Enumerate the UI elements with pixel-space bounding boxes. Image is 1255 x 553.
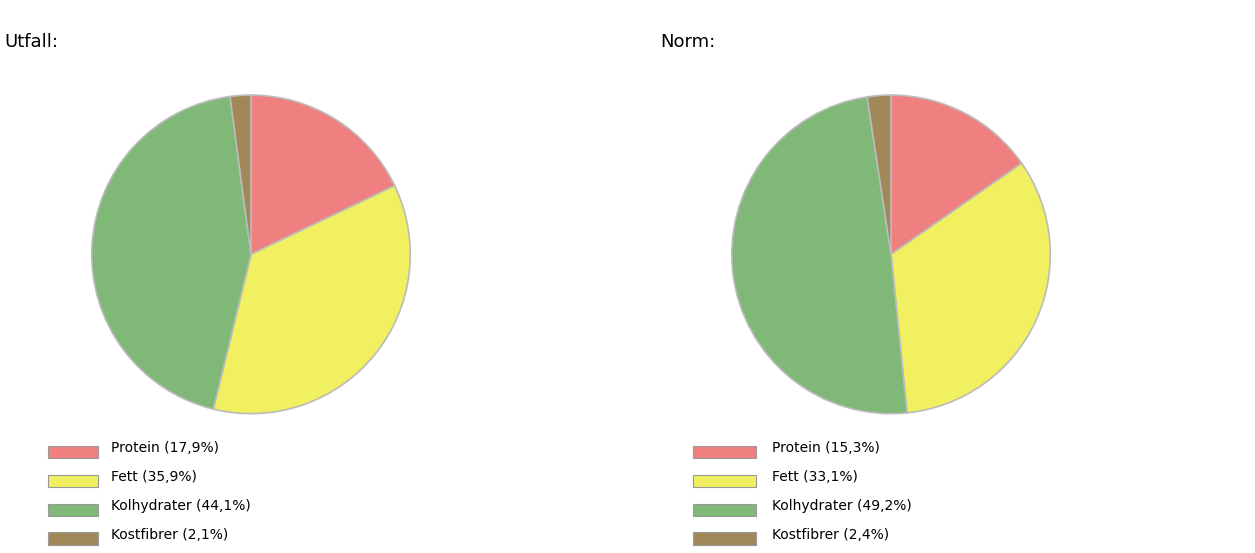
FancyBboxPatch shape <box>693 475 756 487</box>
FancyBboxPatch shape <box>693 504 756 516</box>
Wedge shape <box>867 95 891 254</box>
Text: Fett (33,1%): Fett (33,1%) <box>773 470 858 484</box>
Text: Kostfibrer (2,4%): Kostfibrer (2,4%) <box>773 528 890 541</box>
FancyBboxPatch shape <box>48 446 98 458</box>
Text: Protein (17,9%): Protein (17,9%) <box>110 441 218 455</box>
Text: Kostfibrer (2,1%): Kostfibrer (2,1%) <box>110 528 228 541</box>
Text: Norm:: Norm: <box>660 33 715 51</box>
FancyBboxPatch shape <box>693 446 756 458</box>
Text: Utfall:: Utfall: <box>4 33 58 51</box>
FancyBboxPatch shape <box>48 504 98 516</box>
Text: Kolhydrater (44,1%): Kolhydrater (44,1%) <box>110 499 251 513</box>
Wedge shape <box>213 186 410 414</box>
Wedge shape <box>732 97 907 414</box>
Wedge shape <box>230 95 251 254</box>
FancyBboxPatch shape <box>48 475 98 487</box>
Wedge shape <box>92 97 251 409</box>
FancyBboxPatch shape <box>693 533 756 545</box>
Text: Kolhydrater (49,2%): Kolhydrater (49,2%) <box>773 499 912 513</box>
Wedge shape <box>891 163 1050 413</box>
FancyBboxPatch shape <box>48 533 98 545</box>
Text: Fett (35,9%): Fett (35,9%) <box>110 470 197 484</box>
Text: Protein (15,3%): Protein (15,3%) <box>773 441 880 455</box>
Wedge shape <box>251 95 394 254</box>
Wedge shape <box>891 95 1022 254</box>
